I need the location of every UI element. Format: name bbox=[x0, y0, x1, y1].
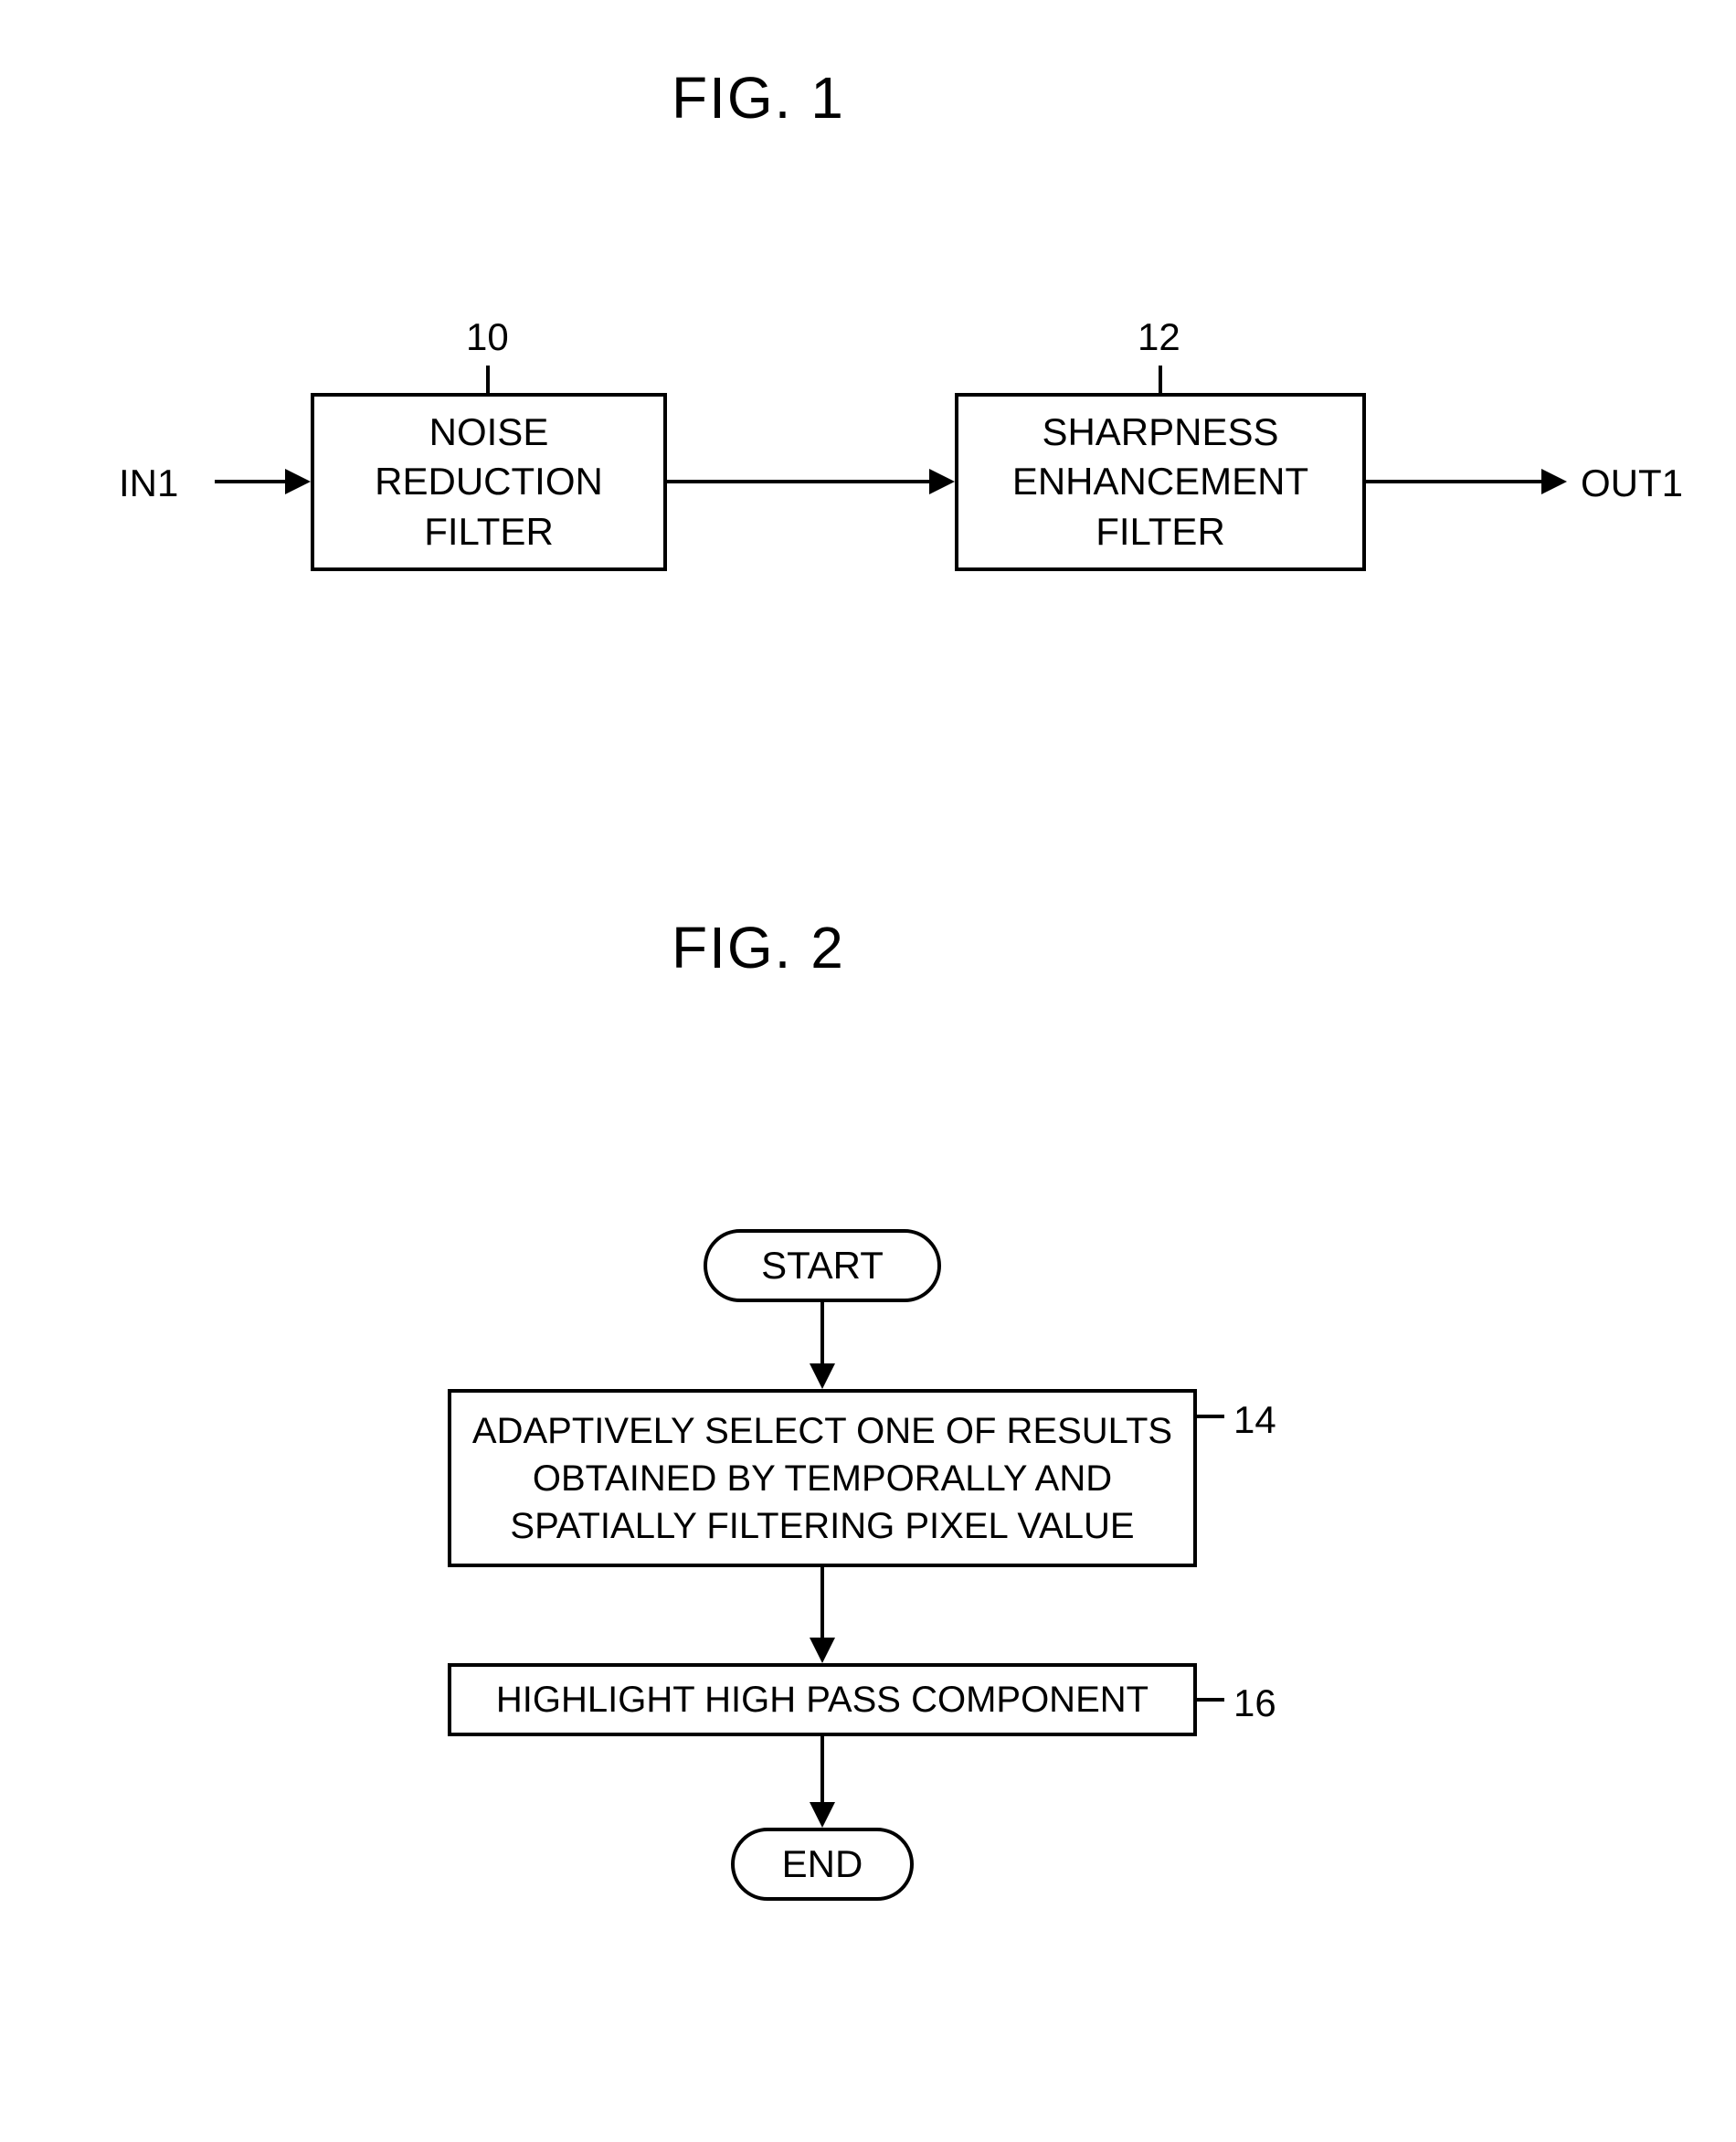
fig1-arrow2-head bbox=[929, 469, 955, 494]
fig1-box2-text: SHARPNESS ENHANCEMENT FILTER bbox=[1012, 408, 1308, 557]
fig2-adaptive-select-box: ADAPTIVELY SELECT ONE OF RESULTS OBTAINE… bbox=[448, 1389, 1197, 1567]
fig2-start: START bbox=[704, 1229, 941, 1302]
fig2-box1-ref: 14 bbox=[1233, 1398, 1276, 1442]
fig1-arrow1-head bbox=[285, 469, 311, 494]
fig2-arrow2-line bbox=[820, 1567, 824, 1640]
fig1-sharpness-box: SHARPNESS ENHANCEMENT FILTER bbox=[955, 393, 1366, 571]
fig2-box2-text: HIGHLIGHT HIGH PASS COMPONENT bbox=[496, 1676, 1149, 1723]
fig2-highlight-box: HIGHLIGHT HIGH PASS COMPONENT bbox=[448, 1663, 1197, 1736]
fig2-tick2 bbox=[1197, 1698, 1224, 1702]
fig1-box2-ref: 12 bbox=[1138, 315, 1180, 359]
fig1-tick1 bbox=[486, 366, 490, 393]
fig1-arrow2-line bbox=[667, 480, 932, 483]
fig2-arrow3-line bbox=[820, 1736, 824, 1805]
fig2-arrow2-head bbox=[810, 1638, 835, 1663]
fig1-arrow3-line bbox=[1366, 480, 1544, 483]
fig1-title: FIG. 1 bbox=[672, 64, 845, 132]
fig2-arrow1-head bbox=[810, 1363, 835, 1389]
fig1-input-label: IN1 bbox=[119, 461, 178, 505]
fig2-box1-text: ADAPTIVELY SELECT ONE OF RESULTS OBTAINE… bbox=[472, 1407, 1172, 1550]
fig1-output-label: OUT1 bbox=[1581, 461, 1683, 505]
fig2-title: FIG. 2 bbox=[672, 914, 845, 981]
fig2-arrow3-head bbox=[810, 1802, 835, 1828]
fig1-box1-text: NOISE REDUCTION FILTER bbox=[375, 408, 603, 557]
fig2-end-text: END bbox=[782, 1842, 863, 1886]
fig2-start-text: START bbox=[761, 1244, 884, 1288]
fig1-arrow1-line bbox=[215, 480, 288, 483]
fig1-box1-ref: 10 bbox=[466, 315, 509, 359]
fig1-noise-reduction-box: NOISE REDUCTION FILTER bbox=[311, 393, 667, 571]
fig2-box2-ref: 16 bbox=[1233, 1681, 1276, 1725]
fig1-tick2 bbox=[1159, 366, 1162, 393]
fig2-arrow1-line bbox=[820, 1302, 824, 1366]
fig2-end: END bbox=[731, 1828, 914, 1901]
fig2-tick1 bbox=[1197, 1415, 1224, 1418]
fig1-arrow3-head bbox=[1541, 469, 1567, 494]
